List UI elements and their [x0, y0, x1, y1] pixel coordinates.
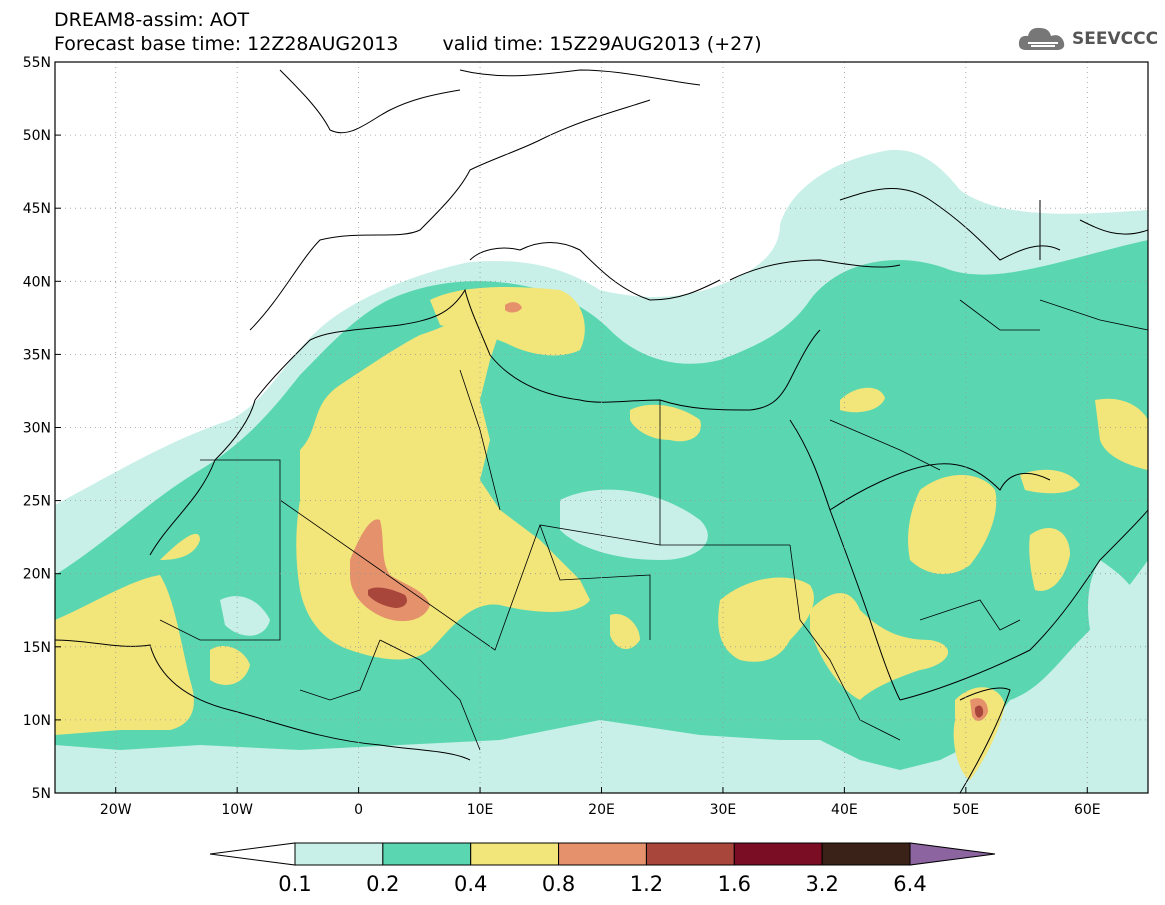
aot-shading [55, 149, 1148, 793]
latitude-label: 35N [23, 347, 51, 363]
coastlines [55, 69, 1148, 793]
valid-time-label: valid time: 15Z29AUG2013 (+27) [442, 33, 762, 55]
colorbar-level-label: 0.8 [541, 872, 576, 896]
latitude-label: 25N [23, 494, 51, 510]
latitude-label: 15N [23, 640, 51, 656]
colorbar-level-label: 1.6 [717, 872, 751, 896]
colorbar-level-label: 1.2 [629, 872, 664, 896]
latitude-label: 40N [23, 274, 51, 290]
colorbar-swatch [382, 842, 472, 866]
colorbar-swatch [294, 842, 384, 866]
longitude-label: 20W [100, 802, 132, 818]
latitude-label: 20N [23, 567, 51, 583]
latitude-label: 30N [23, 421, 51, 437]
longitude-label: 0 [354, 802, 363, 818]
colorbar [209, 842, 996, 866]
colorbar-level-label: 0.4 [454, 872, 488, 896]
longitude-labels: 20W 10W 0 10E 20E 30E 40E 50E 60E [100, 787, 1101, 818]
map-title: DREAM8-assim: AOT [54, 9, 250, 31]
colorbar-swatch [733, 842, 823, 866]
colorbar-swatch [821, 842, 911, 866]
colorbar-swatch [558, 842, 647, 866]
colorbar-level-label: 6.4 [893, 872, 927, 896]
longitude-label: 40E [831, 802, 858, 818]
seevccc-logo: SEEVCCC [1018, 24, 1158, 54]
country-borders [159, 299, 1148, 751]
longitude-label: 30E [710, 802, 737, 818]
latitude-label: 45N [23, 201, 51, 217]
colorbar-level-label: 3.2 [805, 872, 839, 896]
colorbar-level-label: 0.2 [366, 872, 400, 896]
longitude-label: 60E [1074, 802, 1101, 818]
longitude-label: 10W [221, 802, 253, 818]
latitude-label: 10N [23, 713, 51, 729]
base-time-label: Forecast base time: 12Z28AUG2013 [54, 33, 399, 55]
longitude-label: 50E [952, 802, 979, 818]
latitude-labels: 55N 50N 45N 40N 35N 30N 25N 20N 15N 10N 5N [23, 55, 61, 802]
latitude-label: 55N [23, 55, 51, 71]
latitude-label: 50N [23, 128, 51, 144]
colorbar-lower-extension [209, 842, 296, 866]
longitude-label: 10E [467, 802, 494, 818]
colorbar-level-label: 0.1 [278, 872, 312, 896]
colorbar-swatch [645, 842, 735, 866]
colorbar-swatch [470, 842, 560, 866]
cloud-icon [1018, 27, 1065, 50]
latitude-label: 5N [32, 786, 51, 802]
logo-text: SEEVCCC [1072, 29, 1159, 49]
graticule [55, 62, 1148, 793]
forecast-times: Forecast base time: 12Z28AUG2013 valid ti… [54, 33, 762, 55]
colorbar-upper-extension [909, 842, 996, 866]
longitude-label: 20E [588, 802, 615, 818]
